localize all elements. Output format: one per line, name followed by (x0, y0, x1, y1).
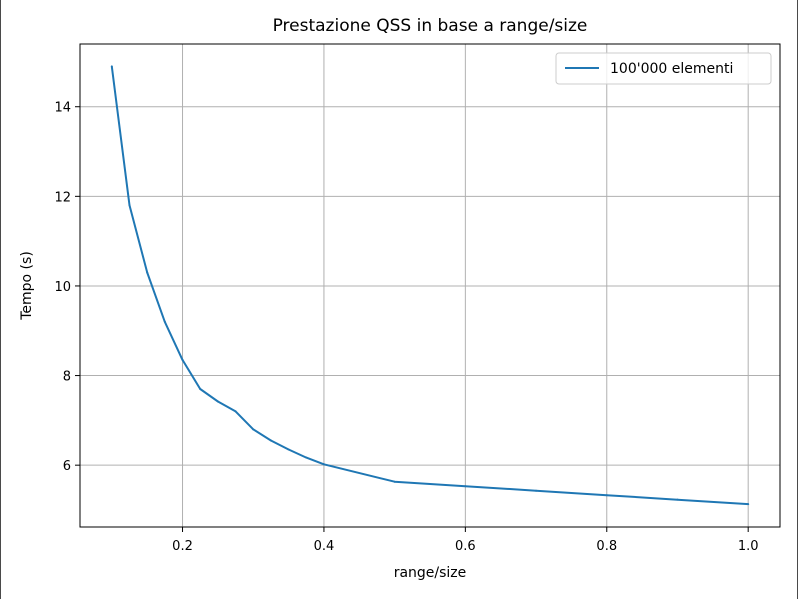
y-tick-label: 6 (63, 459, 71, 474)
series-line (110, 66, 749, 506)
grid-lines (80, 44, 780, 527)
y-tick-label: 12 (54, 190, 71, 205)
data-point (269, 439, 272, 442)
x-tick-label: 0.4 (314, 539, 335, 554)
y-axis-label: Tempo (s) (19, 251, 35, 321)
data-point (128, 204, 131, 207)
data-point (216, 400, 219, 403)
y-tick-label: 14 (54, 101, 71, 116)
y-tick-label: 10 (54, 280, 71, 295)
y-tick-label: 8 (63, 370, 71, 385)
series-layer (110, 65, 750, 506)
data-point (305, 456, 308, 459)
data-point (393, 480, 396, 483)
data-point (747, 503, 750, 506)
x-tick-label: 0.6 (455, 539, 476, 554)
data-point (676, 498, 679, 501)
data-point (535, 489, 538, 492)
data-point (322, 463, 325, 466)
data-point (605, 494, 608, 497)
window-edge-left (0, 0, 1, 599)
data-point (464, 485, 467, 488)
x-tick-label: 0.2 (172, 539, 193, 554)
data-point (234, 410, 237, 413)
data-point (181, 358, 184, 361)
legend-label: 100'000 elementi (610, 61, 733, 77)
x-tick-label: 0.8 (596, 539, 617, 554)
data-point (252, 428, 255, 431)
data-point (110, 65, 113, 68)
axis-ticks: 0.2 0.4 0.6 0.8 1.0 6 8 10 12 14 (54, 101, 758, 554)
data-point (199, 388, 202, 390)
x-axis-label: range/size (394, 565, 467, 581)
data-point (146, 271, 149, 274)
data-point (287, 448, 290, 451)
legend: 100'000 elementi (555, 52, 772, 85)
data-point (163, 320, 166, 323)
x-tick-label: 1.0 (738, 539, 759, 554)
chart-title: Prestazione QSS in base a range/size (273, 16, 588, 36)
legend-box (555, 52, 772, 85)
